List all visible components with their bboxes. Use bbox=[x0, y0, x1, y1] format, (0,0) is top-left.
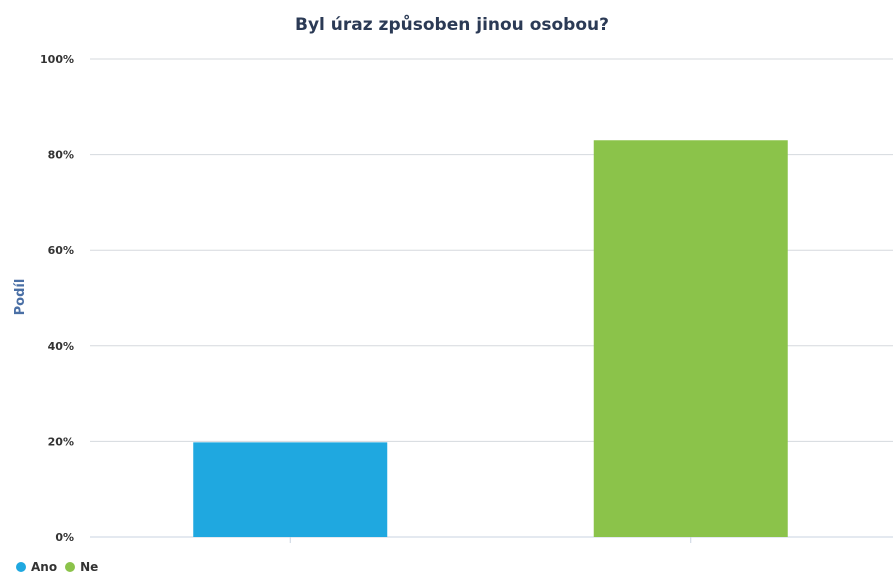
legend-item-ne[interactable]: Ne bbox=[65, 560, 98, 574]
legend: Ano Ne bbox=[16, 560, 106, 574]
bar-ne[interactable] bbox=[593, 140, 788, 537]
legend-swatch bbox=[65, 562, 76, 572]
legend-label: Ne bbox=[80, 560, 99, 574]
y-tick-labels: 0% 20% 40% 60% 80% 100% bbox=[40, 53, 74, 544]
y-tick-label: 100% bbox=[40, 53, 74, 66]
y-axis-label: Podíl bbox=[13, 279, 28, 316]
bars bbox=[193, 140, 788, 537]
legend-swatch bbox=[16, 562, 26, 572]
bar-ano[interactable] bbox=[193, 442, 388, 537]
y-tick-label: 20% bbox=[48, 435, 74, 448]
chart-title: Byl úraz způsoben jinou osobou? bbox=[295, 13, 609, 35]
y-tick-label: 40% bbox=[48, 340, 74, 353]
legend-label: Ano bbox=[31, 560, 58, 574]
y-tick-label: 0% bbox=[55, 531, 74, 544]
y-tick-label: 80% bbox=[48, 149, 74, 162]
y-tick-label: 60% bbox=[48, 244, 74, 257]
legend-item-ano[interactable]: Ano bbox=[16, 560, 57, 574]
x-tick-marks bbox=[289, 537, 692, 543]
